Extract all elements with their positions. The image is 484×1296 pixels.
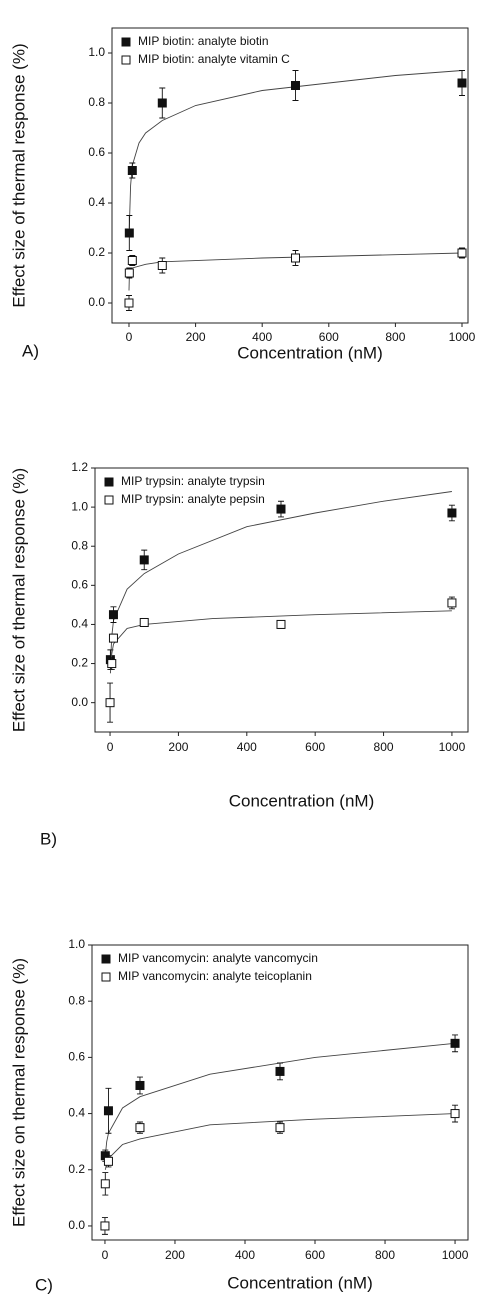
y-tick-label: 1.2: [71, 460, 88, 474]
y-tick-label: 0.4: [68, 1106, 85, 1120]
y-tick-label: 0.2: [88, 245, 105, 259]
x-tick-label: 600: [305, 1248, 325, 1262]
data-point: [108, 610, 118, 620]
legend-label: MIP trypsin: analyte trypsin: [121, 474, 265, 488]
x-tick-label: 0: [126, 330, 133, 344]
data-point: [275, 1123, 285, 1133]
y-tick-label: 0.2: [71, 656, 88, 670]
x-axis-label: Concentration (nM): [229, 791, 375, 810]
legend-label: MIP vancomycin: analyte vancomycin: [118, 951, 318, 965]
data-point: [127, 166, 137, 175]
data-point: [124, 268, 134, 278]
x-tick-label: 600: [305, 740, 325, 754]
y-tick-label: 0.8: [88, 95, 105, 109]
x-tick-label: 600: [319, 330, 339, 344]
data-point: [103, 1156, 113, 1166]
data-point: [275, 1066, 285, 1076]
x-axis-label: Concentration (nM): [227, 1273, 373, 1292]
fit-curve: [104, 1042, 456, 1156]
data-point: [135, 1080, 145, 1090]
data-point: [103, 1106, 113, 1116]
legend-marker: [121, 55, 131, 65]
legend-marker: [101, 954, 111, 964]
data-point: [135, 1123, 145, 1133]
panel-label: C): [35, 1275, 53, 1294]
x-tick-label: 0: [102, 1248, 109, 1262]
fit-curve: [109, 491, 452, 664]
y-axis-label: Effect size of thermal response (%): [9, 468, 28, 732]
y-tick-label: 1.0: [88, 45, 105, 59]
data-point: [457, 248, 467, 258]
legend-label: MIP vancomycin: analyte teicoplanin: [118, 969, 312, 983]
legend-label: MIP biotin: analyte biotin: [138, 34, 269, 48]
legend-marker: [101, 972, 111, 982]
y-tick-label: 0.0: [71, 695, 88, 709]
y-tick-label: 0.8: [68, 993, 85, 1007]
data-point: [107, 659, 117, 669]
legend-label: MIP biotin: analyte vitamin C: [138, 52, 290, 66]
y-tick-label: 0.4: [88, 195, 105, 209]
y-tick-label: 0.8: [71, 538, 88, 552]
y-axis-label: Effect size on thermal response (%): [9, 958, 28, 1227]
data-point: [127, 256, 137, 265]
data-point: [450, 1038, 460, 1048]
data-point: [105, 698, 115, 708]
y-tick-label: 0.4: [71, 617, 88, 631]
data-point: [139, 617, 149, 627]
data-point: [290, 253, 300, 263]
data-point: [139, 555, 149, 565]
x-tick-label: 400: [235, 1248, 255, 1262]
y-tick-label: 0.0: [88, 295, 105, 309]
data-point: [157, 98, 167, 108]
data-point: [276, 504, 286, 514]
y-tick-label: 1.0: [68, 937, 85, 951]
fit-curve: [109, 610, 452, 674]
y-tick-label: 0.6: [71, 578, 88, 592]
x-tick-label: 1000: [439, 740, 466, 754]
x-tick-label: 400: [252, 330, 272, 344]
x-tick-label: 800: [374, 740, 394, 754]
x-tick-label: 400: [237, 740, 257, 754]
plot-frame: [94, 467, 469, 733]
data-point: [124, 228, 134, 238]
panel-label: B): [40, 829, 57, 848]
plot-frame: [111, 27, 469, 324]
legend-label: MIP trypsin: analyte pepsin: [121, 492, 265, 506]
data-point: [100, 1179, 110, 1189]
data-point: [276, 619, 286, 629]
x-axis-label: Concentration (nM): [237, 343, 383, 362]
plot-frame: [91, 944, 469, 1241]
x-tick-label: 1000: [449, 330, 476, 344]
x-tick-label: 0: [107, 740, 114, 754]
y-tick-label: 0.0: [68, 1218, 85, 1232]
data-point: [100, 1221, 110, 1231]
data-point: [447, 508, 457, 518]
x-tick-label: 800: [375, 1248, 395, 1262]
x-tick-label: 1000: [442, 1248, 469, 1262]
x-tick-label: 800: [385, 330, 405, 344]
y-tick-label: 0.6: [88, 145, 105, 159]
data-point: [108, 633, 118, 643]
y-tick-label: 0.2: [68, 1162, 85, 1176]
data-point: [124, 298, 134, 308]
x-tick-label: 200: [186, 330, 206, 344]
panel-label: A): [22, 341, 39, 360]
x-tick-label: 200: [168, 740, 188, 754]
data-point: [450, 1109, 460, 1119]
legend-marker: [104, 495, 114, 505]
legend-marker: [104, 477, 114, 487]
data-point: [290, 81, 300, 90]
y-tick-label: 0.6: [68, 1050, 85, 1064]
x-tick-label: 200: [165, 1248, 185, 1262]
legend-marker: [121, 37, 131, 47]
data-point: [157, 261, 167, 270]
y-tick-label: 1.0: [71, 499, 88, 513]
y-axis-label: Effect size of thermal response (%): [9, 43, 28, 307]
data-point: [457, 78, 467, 88]
data-point: [447, 598, 457, 608]
